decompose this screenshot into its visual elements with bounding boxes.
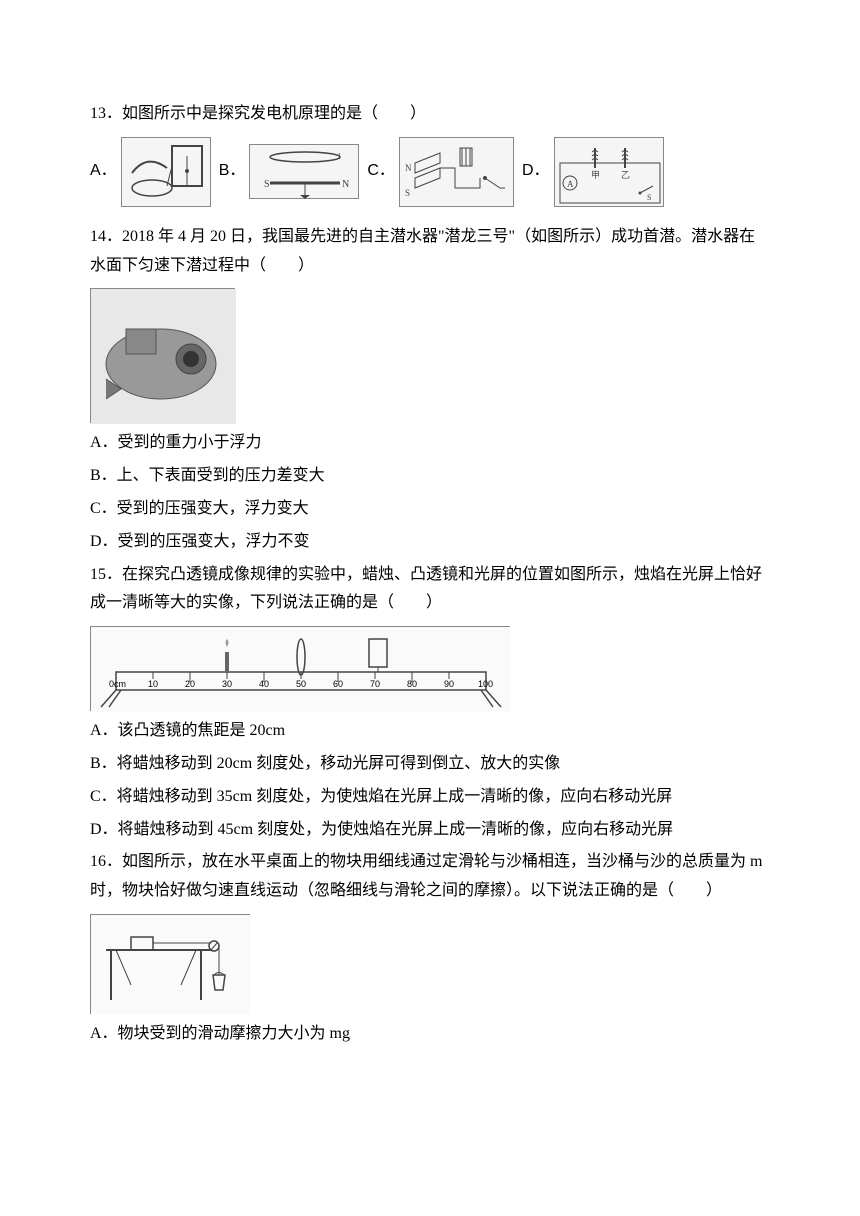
ruler-tick: 50	[296, 679, 306, 689]
ruler-tick: 90	[444, 679, 454, 689]
q16-option-a: A．物块受到的滑动摩擦力大小为 mg	[90, 1020, 770, 1049]
q13-stem: 如图所示中是探究发电机原理的是（ ）	[122, 105, 426, 122]
svg-text:甲: 甲	[591, 170, 600, 180]
option-label: C．	[367, 157, 395, 186]
q14-option-d: D．受到的压强变大，浮力不变	[90, 528, 770, 557]
q16-number: 16．	[90, 853, 122, 870]
svg-text:S: S	[264, 179, 270, 190]
ruler-tick: 60	[333, 679, 343, 689]
q15-stem: 在探究凸透镜成像规律的实验中，蜡烛、凸透镜和光屏的位置如图所示，烛焰在光屏上恰好…	[90, 566, 762, 612]
svg-text:A: A	[567, 179, 574, 189]
option-label: A．	[90, 157, 117, 186]
q15-option-d: D．将蜡烛移动到 45cm 刻度处，为使烛焰在光屏上成一清晰的像，应向右移动光屏	[90, 816, 770, 845]
q15-option-a: A．该凸透镜的焦距是 20cm	[90, 717, 770, 746]
q14-option-a: A．受到的重力小于浮力	[90, 429, 770, 458]
circuit-figure-c: N S	[399, 137, 514, 207]
svg-text:乙: 乙	[621, 170, 630, 180]
q14-stem: 2018 年 4 月 20 日，我国最先进的自主潜水器"潜龙三号"（如图所示）成…	[90, 228, 755, 274]
svg-text:S: S	[647, 193, 651, 202]
q15-text: 15．在探究凸透镜成像规律的实验中，蜡烛、凸透镜和光屏的位置如图所示，烛焰在光屏…	[90, 561, 770, 619]
submarine-figure	[90, 288, 235, 423]
svg-text:N: N	[405, 163, 412, 173]
q15-number: 15．	[90, 566, 122, 583]
q15-option-b: B．将蜡烛移动到 20cm 刻度处，移动光屏可得到倒立、放大的实像	[90, 750, 770, 779]
magnet-figure-b: S N I	[249, 144, 359, 199]
ruler-tick: 100	[478, 679, 493, 689]
q14-option-c: C．受到的压强变大，浮力变大	[90, 495, 770, 524]
ruler-tick: 70	[370, 679, 380, 689]
q14-number: 14．	[90, 228, 122, 245]
q15-option-c: C．将蜡烛移动到 35cm 刻度处，为使烛焰在光屏上成一清晰的像，应向右移动光屏	[90, 783, 770, 812]
svg-text:N: N	[342, 179, 349, 190]
ruler-tick: 10	[148, 679, 158, 689]
q13-option-a: A．	[90, 137, 211, 207]
ruler-tick: 40	[259, 679, 269, 689]
option-label: B．	[219, 157, 246, 186]
optical-bench-figure: 0cm 10 20 30 40 50 60 70 80 90 100	[90, 626, 510, 711]
ruler-tick: 80	[407, 679, 417, 689]
q16-stem: 如图所示，放在水平桌面上的物块用细线通过定滑轮与沙桶相连，当沙桶与沙的总质量为 …	[90, 853, 762, 899]
svg-text:I: I	[338, 152, 341, 161]
q13-option-c: C． N S	[367, 137, 514, 207]
ruler-tick: 20	[185, 679, 195, 689]
q14-text: 14．2018 年 4 月 20 日，我国最先进的自主潜水器"潜龙三号"（如图所…	[90, 223, 770, 281]
q14-option-b: B．上、下表面受到的压力差变大	[90, 462, 770, 491]
q13-option-d: D． A 甲 乙 S	[522, 137, 664, 207]
q13-option-b: B． S N I	[219, 144, 360, 199]
q13-number: 13．	[90, 105, 122, 122]
option-label: D．	[522, 157, 550, 186]
ruler-tick: 0cm	[109, 679, 126, 689]
electromagnet-figure-d: A 甲 乙 S	[554, 137, 664, 207]
q13-text: 13．如图所示中是探究发电机原理的是（ ）	[90, 100, 770, 129]
generator-figure-a	[121, 137, 211, 207]
q16-text: 16．如图所示，放在水平桌面上的物块用细线通过定滑轮与沙桶相连，当沙桶与沙的总质…	[90, 848, 770, 906]
svg-text:S: S	[405, 188, 410, 198]
ruler-tick: 30	[222, 679, 232, 689]
q13-options: A． B． S N I C．	[90, 137, 770, 207]
pulley-table-figure	[90, 914, 250, 1014]
